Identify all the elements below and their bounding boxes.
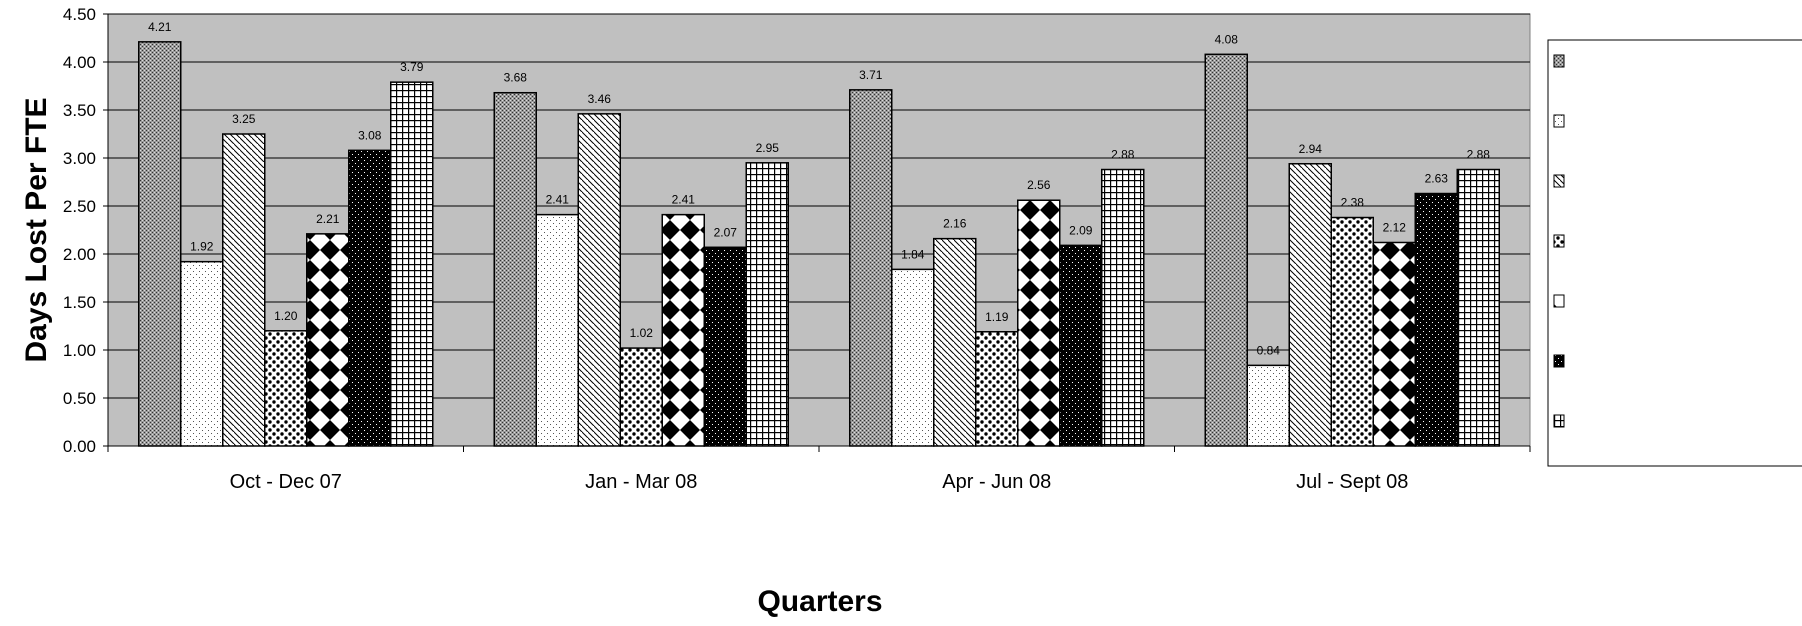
bar xyxy=(138,41,182,447)
legend-swatch xyxy=(1553,354,1565,368)
bar xyxy=(1456,168,1500,447)
y-tick-label: 0.50 xyxy=(63,389,96,408)
data-label: 2.38 xyxy=(1341,196,1365,210)
bar xyxy=(661,213,705,447)
bar xyxy=(703,246,747,447)
data-label: 2.63 xyxy=(1425,172,1449,186)
bar xyxy=(222,133,266,447)
bar xyxy=(849,89,893,447)
legend-swatch xyxy=(1553,114,1565,128)
legend-swatch xyxy=(1553,294,1565,308)
data-label: 1.20 xyxy=(274,309,298,323)
data-label: 3.71 xyxy=(859,68,883,82)
data-label: 1.19 xyxy=(985,310,1009,324)
data-label: 2.88 xyxy=(1111,148,1135,162)
bar xyxy=(306,233,350,447)
data-label: 2.88 xyxy=(1467,148,1491,162)
x-category-label: Jul - Sept 08 xyxy=(1296,471,1408,493)
y-axis: 0.00 0.50 1.00 1.50 2.00 2.50 3.00 3.50 4.00 4.50 xyxy=(63,5,109,456)
y-tick-label: 2.50 xyxy=(63,197,96,216)
legend-box xyxy=(1547,39,1802,467)
bar xyxy=(1101,168,1145,447)
bar xyxy=(1246,364,1290,447)
data-label: 1.02 xyxy=(630,326,654,340)
data-label: 2.41 xyxy=(546,193,570,207)
y-tick-label: 3.00 xyxy=(63,149,96,168)
bar xyxy=(745,162,789,447)
bar xyxy=(535,213,579,447)
bar xyxy=(577,113,621,447)
data-label: 3.79 xyxy=(400,60,424,74)
bar xyxy=(1017,199,1061,447)
data-label: 2.07 xyxy=(714,225,738,239)
bar xyxy=(1330,216,1374,447)
data-label: 2.95 xyxy=(756,141,780,155)
legend-swatch xyxy=(1553,54,1565,68)
data-label: 2.41 xyxy=(672,193,696,207)
legend-swatch xyxy=(1553,174,1565,188)
data-label: 2.09 xyxy=(1069,223,1093,237)
y-tick-label: 4.50 xyxy=(63,5,96,24)
data-label: 4.08 xyxy=(1215,32,1239,46)
data-label: 4.21 xyxy=(148,20,172,34)
data-label: 3.68 xyxy=(504,71,528,85)
data-label: 2.56 xyxy=(1027,178,1051,192)
bar xyxy=(1204,53,1248,447)
data-label: 1.84 xyxy=(901,247,925,261)
bar xyxy=(933,237,977,447)
legend xyxy=(1547,39,1802,467)
bar xyxy=(493,91,537,447)
x-axis-title: Quarters xyxy=(757,585,882,618)
legend-swatch xyxy=(1553,414,1565,428)
x-category-label: Jan - Mar 08 xyxy=(585,471,697,493)
y-axis-title: Days Lost Per FTE xyxy=(20,97,53,362)
data-label: 3.08 xyxy=(358,128,382,142)
bar xyxy=(264,330,308,447)
x-axis: Oct - Dec 07 Jan - Mar 08 Apr - Jun 08 Jul … xyxy=(107,445,1531,493)
bar xyxy=(1414,192,1458,447)
y-tick-label: 3.50 xyxy=(63,101,96,120)
bar xyxy=(891,268,935,447)
bar xyxy=(390,81,434,447)
bar xyxy=(180,260,224,447)
y-tick-label: 0.00 xyxy=(63,437,96,456)
bar-series-group xyxy=(138,41,1500,447)
data-label: 3.25 xyxy=(232,112,256,126)
data-label: 2.12 xyxy=(1383,220,1407,234)
bar xyxy=(975,331,1019,447)
bar xyxy=(1059,244,1103,447)
data-label: 3.46 xyxy=(588,92,612,106)
y-tick-label: 1.00 xyxy=(63,341,96,360)
bar xyxy=(1372,241,1416,447)
y-tick-label: 4.00 xyxy=(63,53,96,72)
data-label: 0.84 xyxy=(1257,343,1281,357)
data-label: 2.16 xyxy=(943,217,967,231)
data-labels-group: 4.21 1.92 3.25 1.20 2.21 3.08 3.79 3.68 2.41 3.46… xyxy=(148,20,1490,358)
x-category-label: Apr - Jun 08 xyxy=(942,471,1051,493)
data-label: 2.21 xyxy=(316,212,340,226)
y-tick-label: 1.50 xyxy=(63,293,96,312)
x-category-label: Oct - Dec 07 xyxy=(230,471,342,493)
legend-swatch xyxy=(1553,234,1565,248)
bar xyxy=(1288,163,1332,447)
bar xyxy=(348,149,392,447)
data-label: 1.92 xyxy=(190,240,214,254)
data-label: 2.94 xyxy=(1299,142,1323,156)
bar xyxy=(619,347,663,447)
y-tick-label: 2.00 xyxy=(63,245,96,264)
